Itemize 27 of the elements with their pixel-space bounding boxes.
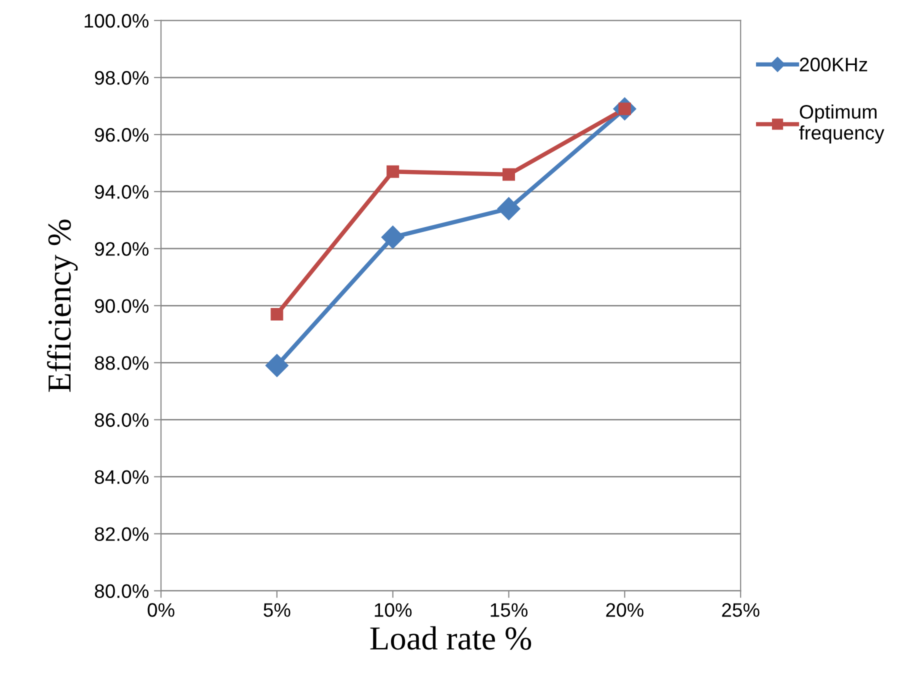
x-tick-label: 0% <box>148 603 174 617</box>
y-tick-label: 80.0% <box>94 584 149 598</box>
y-tick-label: 98.0% <box>94 70 149 85</box>
y-tick-label: 96.0% <box>94 128 149 142</box>
y-tick-label: 82.0% <box>94 527 149 541</box>
x-tick-label: 15% <box>490 603 528 617</box>
point <box>502 168 516 181</box>
x-tick-label: 20% <box>606 603 644 617</box>
x-tick-label: 5% <box>264 603 290 617</box>
y-tick-label: 90.0% <box>94 299 149 313</box>
y-tick-label: 100.0% <box>84 14 149 28</box>
point <box>386 165 400 178</box>
legend-label: 200KHz <box>800 58 868 72</box>
x-tick-label: 10% <box>374 603 412 617</box>
point <box>381 226 404 249</box>
y-tick-label: 86.0% <box>94 413 149 427</box>
y-tick-label: 84.0% <box>94 470 149 484</box>
point <box>270 308 284 320</box>
point <box>265 354 288 378</box>
x-tick-label: 25% <box>722 603 760 617</box>
y-tick-label: 88.0% <box>94 356 149 370</box>
x-axis-title: Load rate % <box>370 626 532 650</box>
y-tick-label: 92.0% <box>94 242 149 256</box>
legend-label: Optimum frequency <box>799 104 884 144</box>
point <box>497 197 520 220</box>
y-tick-label: 94.0% <box>94 185 149 199</box>
y-axis-title: Efficiency % <box>47 220 78 392</box>
